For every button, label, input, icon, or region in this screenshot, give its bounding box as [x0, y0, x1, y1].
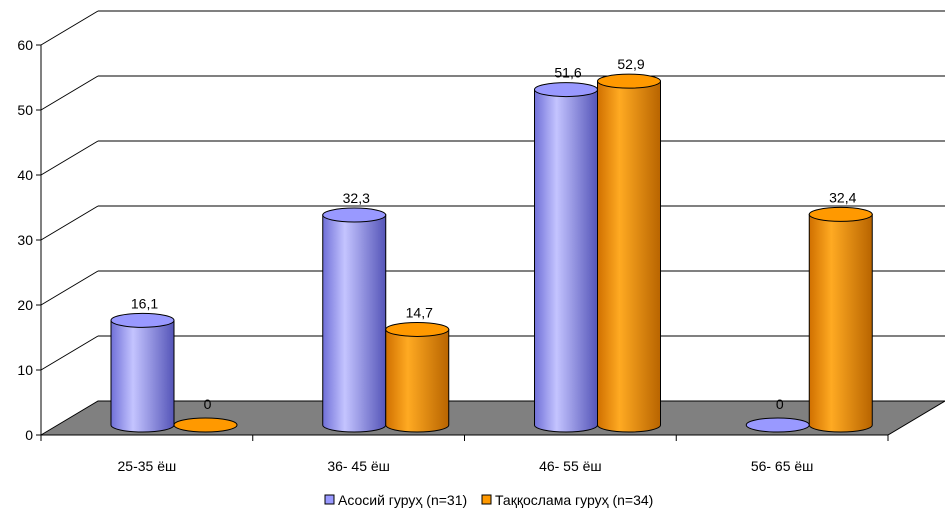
data-label: 52,9 — [617, 56, 644, 72]
x-category-label: 46- 55 ёш — [539, 458, 602, 474]
data-label: 14,7 — [406, 304, 433, 320]
gridline-depth — [40, 270, 99, 306]
bar-cylinder — [110, 319, 175, 433]
bar-cylinder-top — [597, 73, 661, 89]
gridline-depth — [40, 75, 99, 111]
data-label: 0 — [204, 396, 212, 412]
gridline-depth — [40, 10, 99, 46]
bar-cylinder — [385, 328, 450, 433]
bar-cylinder-top — [808, 206, 873, 222]
y-tick-label: 10 — [17, 362, 33, 378]
y-tick-label: 30 — [17, 232, 33, 248]
y-tick-label: 40 — [17, 167, 33, 183]
bars — [110, 73, 873, 433]
y-tick-label: 60 — [17, 37, 33, 53]
y-tick-label: 20 — [17, 297, 33, 313]
legend-swatch — [481, 494, 492, 505]
bar-cylinder-zero — [745, 417, 810, 433]
bar-cylinder-top — [534, 82, 598, 98]
bar-cylinder-top — [385, 321, 450, 337]
bar-cylinder-top — [322, 207, 387, 223]
gridline-depth — [40, 205, 99, 241]
bar-cylinder-zero — [173, 417, 238, 433]
data-label: 51,6 — [554, 65, 581, 81]
bar-cylinder — [322, 214, 387, 433]
bar-cylinder-top — [110, 312, 175, 328]
y-tick-label: 0 — [25, 427, 33, 443]
axes: 0 10 20 30 40 50 60 25-35 ёш 36- 45 ёш 46- 55 ёш 5… — [17, 37, 945, 474]
bar-cylinder — [534, 89, 598, 433]
legend-label: Таққослама гуруҳ (n=34) — [495, 492, 653, 508]
x-category-label: 25-35 ёш — [118, 458, 177, 474]
y-tick-label: 50 — [17, 102, 33, 118]
gridlines — [40, 10, 945, 371]
legend-swatch — [324, 494, 335, 505]
legend-label: Асосий гуруҳ (n=31) — [338, 492, 467, 508]
bar-cylinder — [597, 80, 661, 433]
bar-cylinder — [808, 213, 873, 433]
legend: Асосий гуруҳ (n=31) Таққослама гуруҳ (n=3… — [324, 492, 653, 508]
gridline-depth — [40, 335, 99, 371]
x-category-label: 36- 45 ёш — [327, 458, 390, 474]
data-label: 0 — [776, 396, 784, 412]
data-label: 32,4 — [829, 189, 856, 205]
data-label: 16,1 — [131, 295, 158, 311]
labels: 16,1 32,3 51,6 0 0 14,7 52,9 32,4 — [131, 56, 857, 412]
data-label: 32,3 — [343, 190, 370, 206]
x-category-label: 56- 65 ёш — [751, 458, 814, 474]
gridline-depth — [40, 140, 99, 176]
